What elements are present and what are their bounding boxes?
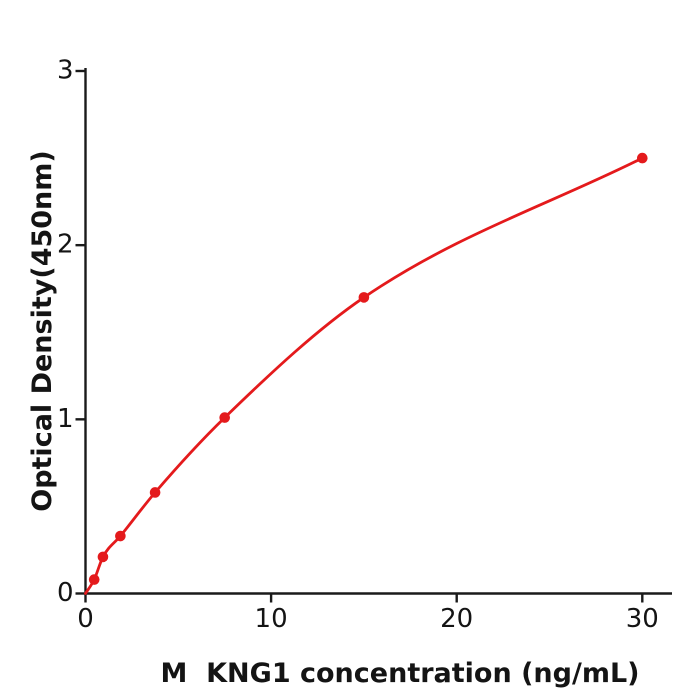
axes-spines: [84, 68, 672, 595]
data-point: [88, 574, 100, 585]
y-tick-label: 3: [57, 56, 74, 86]
x-tick-label: 0: [77, 604, 94, 634]
x-tick-label: 20: [440, 604, 473, 634]
x-tick-label: 30: [626, 604, 659, 634]
y-tick-label: 1: [57, 404, 74, 434]
y-tick-label: 0: [57, 578, 74, 608]
x-axis-ticks: 0 10 20 30: [77, 593, 659, 634]
x-axis-title: M KNG1 concentration (ng/mL): [160, 658, 639, 689]
axis-spine: [84, 68, 672, 595]
data-point: [358, 292, 370, 303]
fit-curve-line: [84, 156, 644, 595]
x-tick-label: 10: [255, 604, 288, 634]
y-axis-ticks: 0 1 2 3: [57, 56, 86, 608]
y-axis-title: Optical Density(450nm): [27, 150, 58, 512]
y-tick-label: 2: [57, 230, 74, 260]
data-point: [637, 152, 648, 164]
data-point: [149, 487, 161, 498]
data-point: [115, 530, 126, 542]
data-point: [97, 551, 109, 563]
data-point-markers: [88, 152, 648, 585]
data-point: [219, 412, 230, 423]
